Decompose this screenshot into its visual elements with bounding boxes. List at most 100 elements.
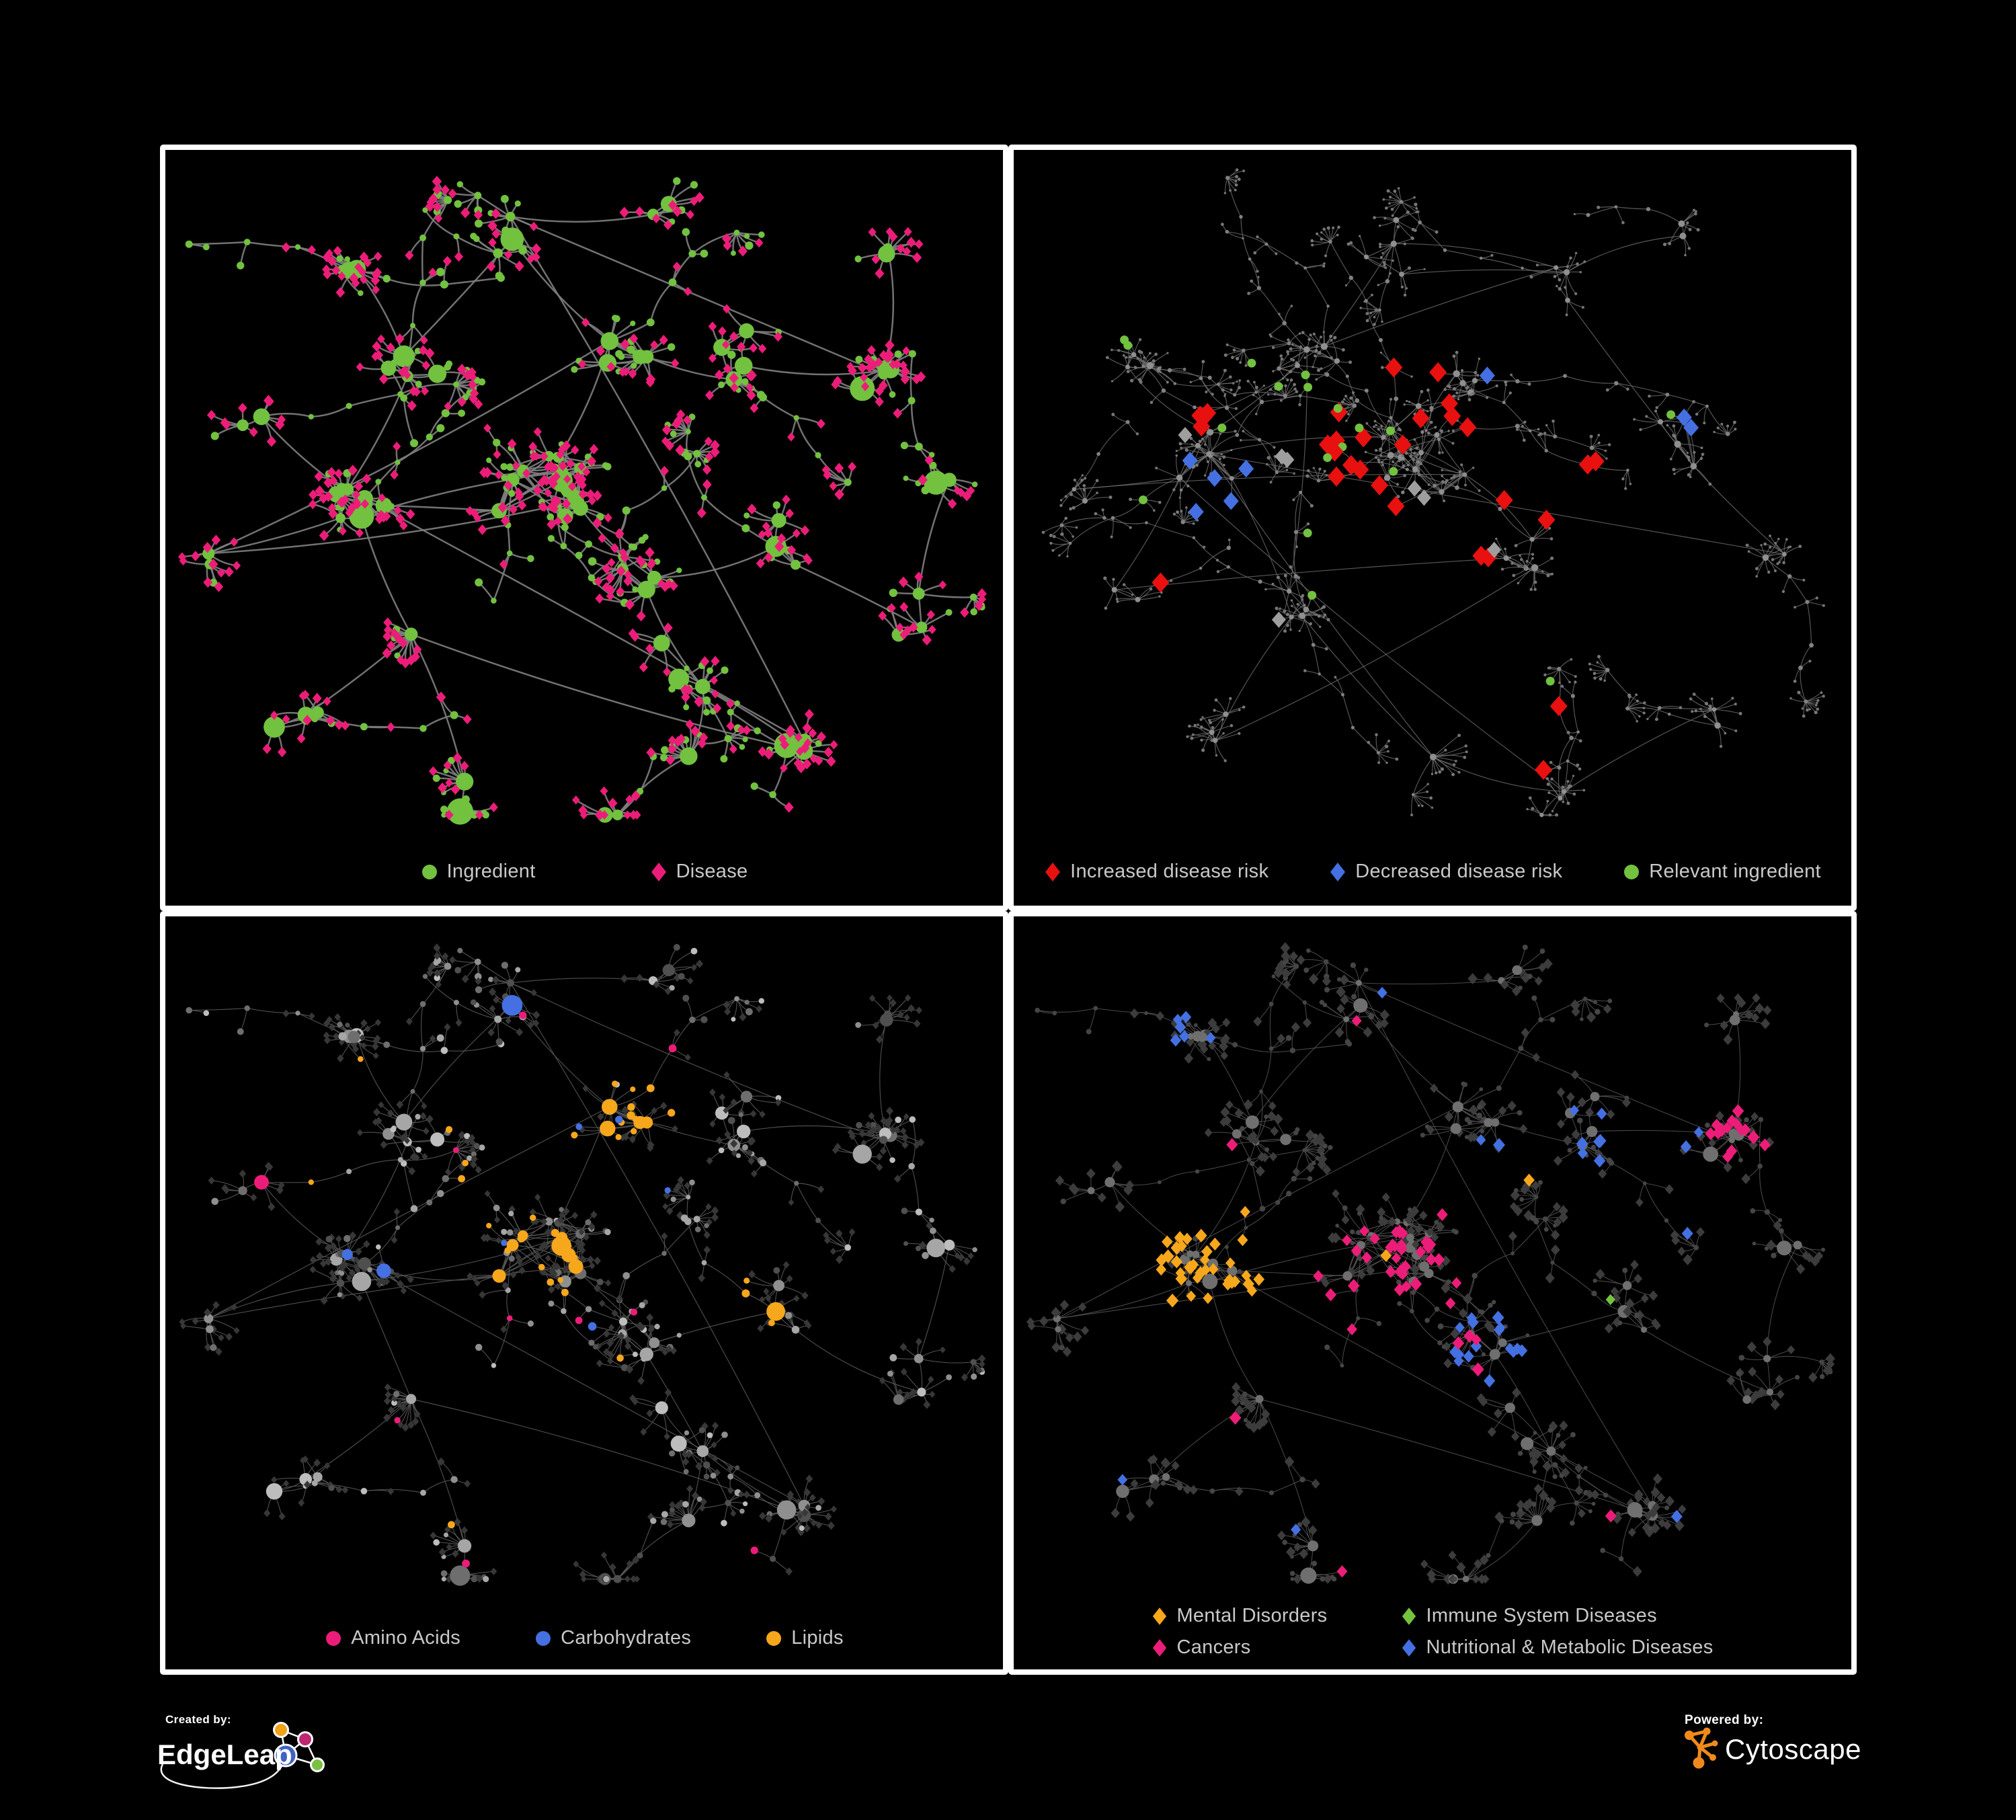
graph-node [629,333,639,344]
graph-node [701,494,707,501]
graph-node [1642,707,1646,709]
graph-node [1345,420,1348,422]
graph-node [1303,383,1313,392]
graph-node [1547,666,1550,670]
graph-node [1734,428,1737,431]
graph-node [374,251,382,262]
graph-node [1224,393,1227,395]
graph-edge [649,282,674,323]
graph-node [380,1278,387,1287]
graph-node [1614,205,1618,209]
graph-node [1320,237,1323,241]
graph-node [1342,454,1360,475]
graph-node [1295,390,1299,393]
graph-node [604,463,612,471]
graph-node [441,409,450,418]
graph-node [1629,483,1632,485]
graph-node [428,364,447,383]
graph-node [1564,286,1567,289]
graph-node [676,734,686,744]
graph-node [1301,370,1310,380]
graph-node [403,370,411,380]
graph-node [1111,587,1117,593]
graph-node [578,489,588,500]
graph-node [730,383,739,393]
graph-node [356,1294,363,1302]
graph-node [438,782,448,793]
graph-node [774,331,782,342]
graph-node [492,976,499,984]
graph-node [737,342,746,352]
graph-node [1186,735,1189,738]
graph-node [734,356,753,375]
graph-edge [1412,794,1433,808]
graph-node [1460,463,1463,467]
graph-node [1206,451,1212,457]
graph-node [1443,405,1461,426]
graph-edge [645,589,704,687]
graph-node [756,1005,762,1013]
graph-node [1332,226,1335,229]
graph-node [440,805,448,814]
graph-node [1688,228,1692,231]
graph-node [1080,478,1084,482]
graph-node [758,231,765,238]
graph-node [333,1032,339,1041]
graph-node [1219,457,1221,461]
graph-node [208,558,218,570]
graph-node [889,359,897,370]
graph-node [1374,309,1378,312]
graph-node [668,736,677,746]
graph-node [1117,349,1121,352]
graph-node [404,1137,411,1144]
graph-edge [360,516,412,635]
graph-edge [1590,669,1608,672]
graph-node [383,617,393,628]
graph-node [372,341,382,352]
graph-node [339,1271,345,1276]
graph-node [1316,368,1321,372]
graph-edge [1627,708,1638,722]
graph-node [1550,556,1554,560]
graph-node [1259,399,1264,405]
graph-node [359,1034,366,1041]
graph-node [1413,451,1416,454]
graph-node [606,1339,614,1347]
graph-node [1667,713,1671,716]
graph-node [1734,729,1738,732]
graph-node [659,335,668,346]
graph-edge [247,241,298,248]
graph-node [1395,757,1399,761]
graph-node [393,441,401,451]
graph-node [474,399,483,409]
graph-node [1141,364,1145,368]
graph-node [1426,783,1429,785]
graph-node [1666,410,1676,420]
graph-node [436,1034,444,1042]
graph-node [1529,588,1533,591]
graph-edge [743,364,891,376]
graph-node [316,1252,324,1261]
graph-node [1333,335,1337,340]
graph-node [1303,356,1306,359]
graph-node [1417,210,1420,213]
graph-node [658,1345,665,1352]
graph-node [815,740,822,747]
graph-node [1582,789,1586,792]
graph-node [1793,606,1796,609]
graph-node [625,795,634,805]
graph-node [1452,354,1456,358]
graph-node [1237,177,1241,182]
graph-node [605,572,615,584]
graph-node [815,452,821,459]
graph-node [1399,272,1404,277]
graph-node [1330,339,1333,342]
graph-node [1287,341,1291,346]
graph-node [1325,474,1328,477]
graph-node [1696,228,1700,232]
graph-node [831,379,840,390]
graph-node [791,559,801,570]
graph-node [395,459,401,465]
graph-edge [911,1119,916,1166]
graph-node [1101,508,1104,512]
